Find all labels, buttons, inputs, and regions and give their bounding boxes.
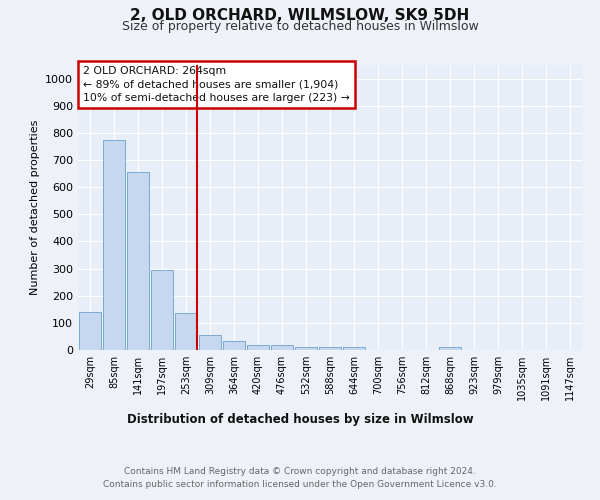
Text: Distribution of detached houses by size in Wilmslow: Distribution of detached houses by size … bbox=[127, 412, 473, 426]
Bar bbox=[103, 140, 125, 350]
Bar bbox=[151, 270, 173, 350]
Text: Contains public sector information licensed under the Open Government Licence v3: Contains public sector information licen… bbox=[103, 480, 497, 489]
Text: Size of property relative to detached houses in Wilmslow: Size of property relative to detached ho… bbox=[122, 20, 478, 33]
Bar bbox=[79, 312, 101, 350]
Bar bbox=[343, 348, 365, 350]
Bar bbox=[271, 344, 293, 350]
Bar bbox=[295, 346, 317, 350]
Bar bbox=[247, 344, 269, 350]
Y-axis label: Number of detached properties: Number of detached properties bbox=[29, 120, 40, 295]
Text: 2 OLD ORCHARD: 264sqm
← 89% of detached houses are smaller (1,904)
10% of semi-d: 2 OLD ORCHARD: 264sqm ← 89% of detached … bbox=[83, 66, 350, 103]
Bar bbox=[319, 348, 341, 350]
Text: 2, OLD ORCHARD, WILMSLOW, SK9 5DH: 2, OLD ORCHARD, WILMSLOW, SK9 5DH bbox=[130, 8, 470, 22]
Text: Contains HM Land Registry data © Crown copyright and database right 2024.: Contains HM Land Registry data © Crown c… bbox=[124, 468, 476, 476]
Bar bbox=[127, 172, 149, 350]
Bar bbox=[199, 335, 221, 350]
Bar bbox=[223, 341, 245, 350]
Bar bbox=[175, 314, 197, 350]
Bar bbox=[439, 348, 461, 350]
